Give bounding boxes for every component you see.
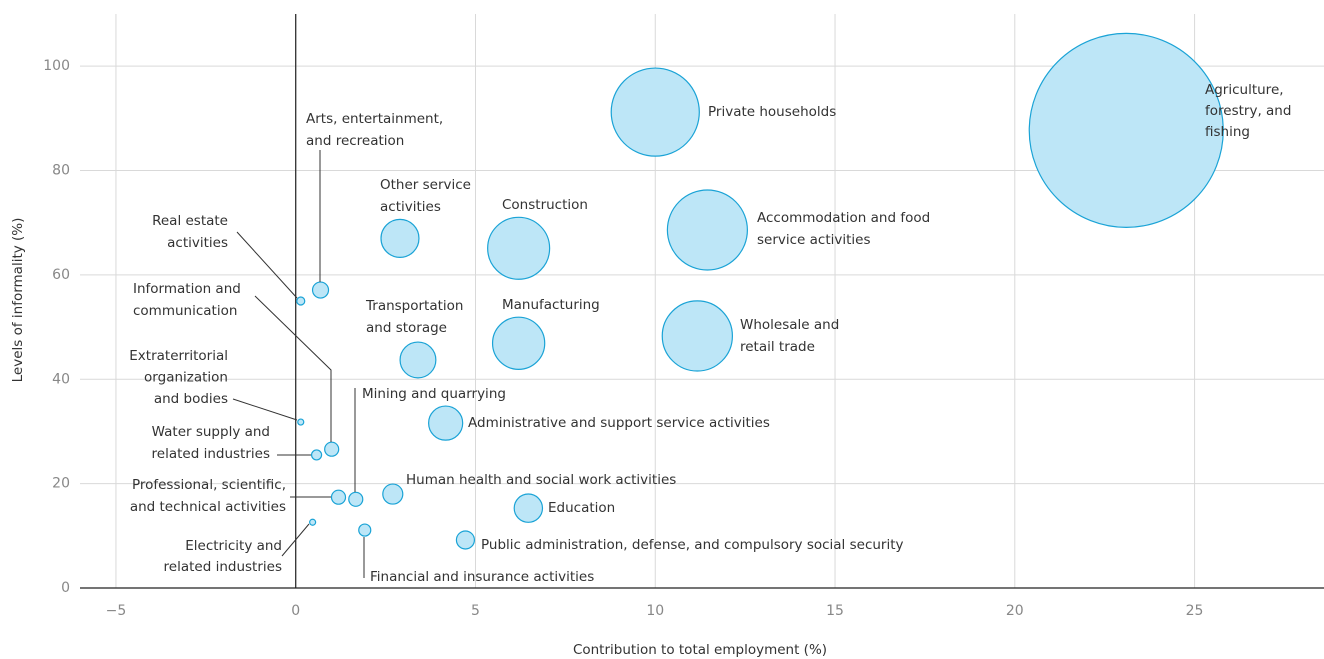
bubble-label: Water supply and: [152, 424, 270, 440]
bubble: [382, 483, 404, 505]
leader-line: [281, 523, 310, 557]
bubble: [666, 189, 748, 271]
bubble-label: and recreation: [306, 133, 404, 149]
y-tick-label: 80: [52, 163, 70, 179]
bubble: [399, 341, 437, 379]
x-tick-label: 25: [1186, 603, 1204, 619]
bubble: [297, 418, 305, 426]
bubble-label: Public administration, defense, and comp…: [481, 537, 904, 553]
bubble-label: Professional, scientific,: [132, 477, 286, 493]
y-axis-title: Levels of informality (%): [10, 218, 26, 383]
x-tick-label: −5: [106, 603, 127, 619]
x-tick-label: 5: [471, 603, 480, 619]
bubble-label: Private households: [708, 104, 836, 120]
bubble: [428, 405, 464, 441]
bubble-label: Administrative and support service activ…: [468, 415, 770, 431]
bubble-label: Real estate: [152, 213, 228, 229]
bubble-label: activities: [380, 199, 441, 215]
bubble: [358, 523, 372, 537]
bubble: [348, 491, 364, 507]
bubble-label: forestry, and: [1205, 103, 1291, 119]
bubble-label: and bodies: [154, 391, 228, 407]
bubble-label: related industries: [164, 559, 282, 575]
bubble-label: Arts, entertainment,: [306, 111, 443, 127]
bubble-label: service activities: [757, 232, 871, 248]
bubble: [487, 216, 551, 280]
bubble-label: Other service: [380, 177, 471, 193]
leader-line: [236, 231, 298, 299]
bubble: [455, 530, 476, 550]
bubble-label: and storage: [366, 320, 447, 336]
bubble: [380, 218, 420, 258]
x-tick-label: 10: [646, 603, 664, 619]
bubble: [309, 518, 317, 526]
bubble-label: retail trade: [740, 339, 815, 355]
bubble: [311, 281, 330, 299]
bubble: [1028, 32, 1224, 228]
x-axis-title: Contribution to total employment (%): [573, 642, 827, 658]
x-tick-label: 20: [1006, 603, 1024, 619]
bubble: [661, 300, 733, 372]
bubble-label: Human health and social work activities: [406, 472, 676, 488]
bubble: [491, 316, 546, 370]
bubble: [513, 493, 544, 523]
bubble-label: organization: [144, 370, 228, 386]
bubble-label: Manufacturing: [502, 297, 600, 313]
bubble: [324, 441, 340, 457]
bubble-label: Wholesale and: [740, 317, 839, 333]
leader-line: [254, 295, 332, 442]
bubble-label: Agriculture,: [1205, 82, 1284, 98]
bubble-label: Construction: [502, 197, 588, 213]
y-tick-label: 100: [43, 58, 70, 74]
bubble-label: Extraterritorial: [129, 348, 228, 364]
y-tick-label: 60: [52, 267, 70, 283]
bubble: [330, 489, 347, 505]
bubble-label: fishing: [1205, 124, 1250, 140]
bubble-label: Education: [548, 500, 615, 516]
bubble-label: Financial and insurance activities: [370, 569, 594, 585]
y-tick-label: 40: [52, 371, 70, 387]
x-tick-label: 0: [291, 603, 300, 619]
bubble-label: Transportation: [365, 298, 463, 314]
bubble-label: Mining and quarrying: [362, 386, 506, 402]
y-tick-label: 0: [61, 580, 70, 596]
x-tick-label: 15: [826, 603, 844, 619]
bubble-label: Information and: [133, 281, 241, 297]
bubble: [296, 296, 306, 306]
y-tick-label: 20: [52, 476, 70, 492]
bubble-label: related industries: [152, 446, 270, 462]
bubble-label: and technical activities: [130, 499, 286, 515]
bubble-label: communication: [133, 303, 237, 319]
bubble: [310, 449, 323, 461]
bubble-label: Accommodation and food: [757, 210, 930, 226]
bubble: [610, 67, 700, 157]
bubble-label: Electricity and: [185, 538, 282, 554]
leader-line: [232, 398, 298, 421]
bubble-label: activities: [167, 235, 228, 251]
